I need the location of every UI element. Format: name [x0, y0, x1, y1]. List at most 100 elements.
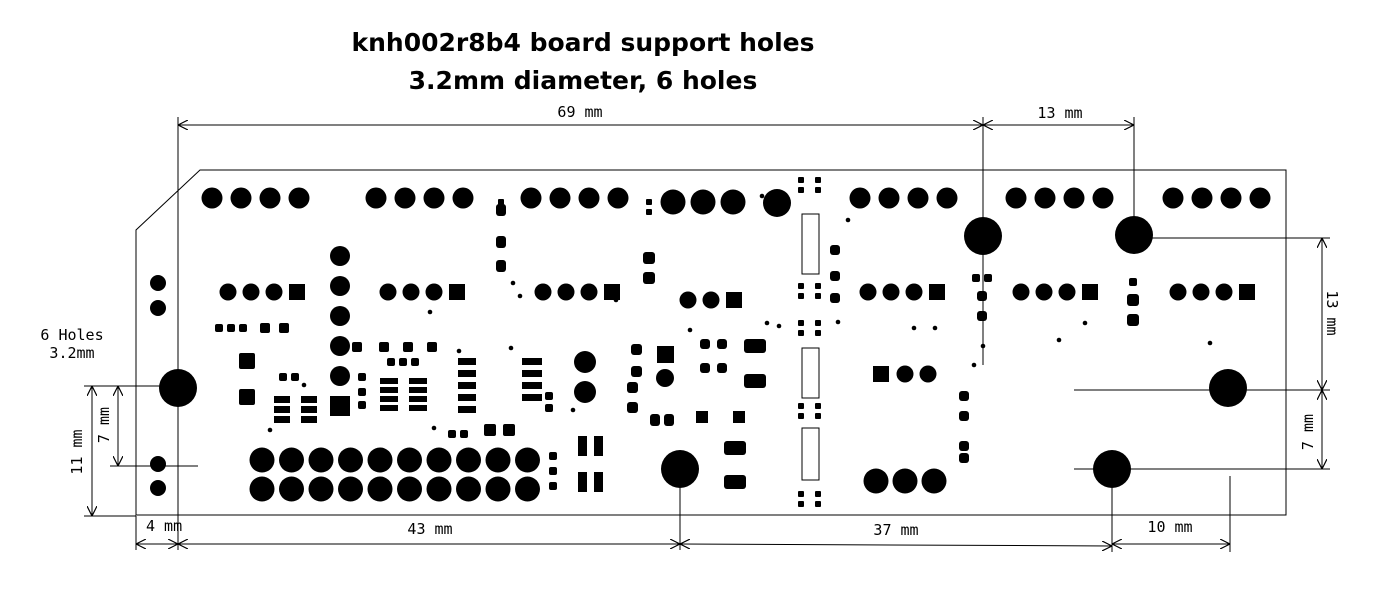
smd-pad [959, 391, 969, 401]
title-line-1: knh002r8b4 board support holes [351, 28, 815, 57]
smd-pad [744, 374, 766, 388]
header-pad [394, 187, 416, 209]
smd-pad [815, 293, 821, 299]
pin [859, 283, 877, 301]
smd-pad [643, 252, 655, 264]
pin [242, 283, 260, 301]
smd-pad [358, 401, 366, 409]
via [283, 326, 289, 332]
smd-pad [977, 311, 987, 321]
header-pad [338, 447, 363, 473]
board-components [150, 177, 1271, 507]
header-pad [878, 187, 900, 209]
pin [574, 351, 596, 373]
smd-pad [798, 403, 804, 409]
via [687, 327, 693, 333]
smd-pad [387, 358, 395, 366]
smd-pad [549, 452, 557, 460]
via [776, 323, 782, 329]
pin [679, 291, 697, 309]
header-pad [308, 476, 334, 502]
smd-pad [798, 177, 804, 183]
header-pad [1034, 187, 1056, 209]
via [267, 427, 273, 433]
smd-pad [815, 413, 821, 419]
header-pad [607, 187, 629, 209]
dim-7mm-left: 7 mm [95, 407, 113, 443]
ic-pin [458, 394, 476, 401]
pin [919, 365, 937, 383]
smd-pad [594, 436, 603, 456]
header-pad [763, 189, 791, 217]
smd-pad [959, 411, 969, 421]
dim-43mm: 43 mm [407, 520, 452, 538]
header-pad [849, 187, 871, 209]
smd-pad [496, 204, 506, 216]
header-pad [863, 468, 889, 494]
smd-pad [815, 403, 821, 409]
dim-10mm: 10 mm [1147, 518, 1192, 536]
smd-pad [798, 187, 804, 193]
smd-pad [1127, 314, 1139, 326]
hole-note-line-2: 3.2mm [49, 344, 94, 362]
header-pad [456, 447, 481, 473]
pin [896, 365, 914, 383]
pin [330, 246, 350, 266]
smd-pad [496, 260, 506, 272]
smd-pad [959, 441, 969, 451]
header-pad [1191, 187, 1213, 209]
ic-pin [522, 358, 542, 365]
header-pad [1063, 187, 1085, 209]
smd-pad [717, 339, 727, 349]
pin [379, 283, 397, 301]
header-pad [690, 189, 716, 215]
smd-pad [578, 472, 587, 492]
pin [330, 276, 350, 296]
smd-pad [744, 339, 766, 353]
smd-pad [798, 330, 804, 336]
header-pad [907, 187, 929, 209]
smd-pad [815, 330, 821, 336]
smd-pad [1127, 294, 1139, 306]
smd-pad [798, 283, 804, 289]
smd-pad [627, 382, 638, 393]
square-pin [289, 284, 305, 300]
smd-pad [227, 324, 235, 332]
pin [150, 275, 166, 291]
header-pad [426, 447, 452, 473]
via [911, 325, 917, 331]
smd-pad [724, 441, 746, 455]
component-outline [801, 213, 820, 275]
smd-pad [830, 271, 840, 281]
ic-pin [274, 406, 290, 413]
smd-pad [798, 293, 804, 299]
header-pad [365, 187, 387, 209]
via [517, 293, 523, 299]
smd-pad [815, 320, 821, 326]
via [456, 348, 462, 354]
via [835, 319, 841, 325]
pin [402, 283, 420, 301]
header-pad [249, 476, 275, 502]
pin [219, 283, 237, 301]
pin [150, 300, 166, 316]
smd-pad [815, 177, 821, 183]
ic-pin [458, 382, 476, 389]
support-hole-bottom-mid [661, 450, 699, 488]
ic-pin [409, 378, 427, 384]
smd-pad [239, 353, 255, 369]
ic-pin [522, 382, 542, 389]
pin [150, 456, 166, 472]
smd-pad [358, 388, 366, 396]
pin [330, 306, 350, 326]
header-pad [485, 447, 511, 473]
ic-pin [380, 405, 398, 411]
header-pad [279, 447, 304, 473]
dim-11mm-left: 11 mm [68, 429, 86, 474]
smd-pad [496, 236, 506, 248]
via [570, 407, 576, 413]
ic-pin [274, 396, 290, 403]
dim-13mm-right: 13 mm [1323, 290, 1341, 335]
ic-pin [458, 406, 476, 413]
